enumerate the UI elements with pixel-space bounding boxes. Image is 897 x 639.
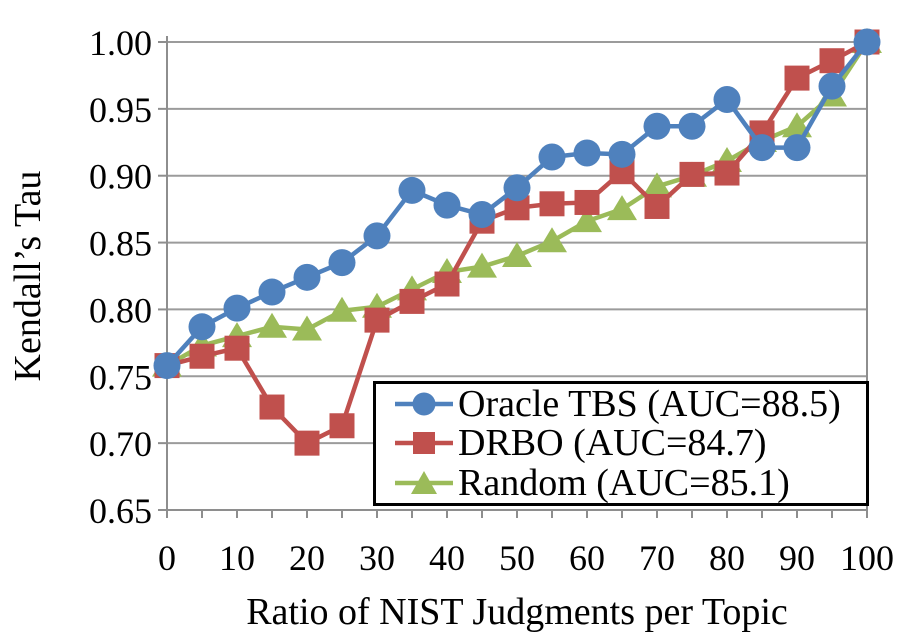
svg-text:0.85: 0.85 xyxy=(89,224,152,264)
data-point-marker xyxy=(328,249,356,277)
legend-item-drbo: DRBO (AUC=84.7) xyxy=(393,424,866,462)
data-point-marker xyxy=(329,413,355,439)
svg-text:90: 90 xyxy=(779,538,815,578)
data-point-marker xyxy=(188,313,216,341)
legend-label-random: Random (AUC=85.1) xyxy=(458,462,790,505)
data-point-marker xyxy=(608,140,636,168)
data-point-marker xyxy=(538,143,566,171)
data-point-marker xyxy=(468,200,496,228)
data-point-marker xyxy=(784,65,810,91)
data-point-marker xyxy=(573,139,601,167)
legend-marker-triangle-icon xyxy=(395,471,453,495)
svg-text:0.75: 0.75 xyxy=(89,357,152,397)
data-point-marker xyxy=(853,28,881,56)
series-oracle-tbs xyxy=(153,28,881,380)
data-point-marker xyxy=(257,312,287,338)
data-point-marker xyxy=(574,189,600,215)
legend-label-oracle-tbs: Oracle TBS (AUC=88.5) xyxy=(458,382,841,425)
data-point-marker xyxy=(398,176,426,204)
data-point-marker xyxy=(293,263,321,291)
data-point-marker xyxy=(363,222,391,250)
data-point-marker xyxy=(713,85,741,113)
svg-text:0: 0 xyxy=(158,538,176,578)
data-point-marker xyxy=(502,241,532,267)
svg-text:70: 70 xyxy=(639,538,675,578)
svg-text:0.65: 0.65 xyxy=(89,491,152,531)
svg-text:1.00: 1.00 xyxy=(89,23,152,63)
data-point-marker xyxy=(503,174,531,202)
data-point-marker xyxy=(644,193,670,219)
x-axis-title: Ratio of NIST Judgments per Topic xyxy=(246,591,788,633)
data-point-marker xyxy=(819,48,845,74)
data-point-marker xyxy=(467,252,497,278)
data-point-marker xyxy=(224,335,250,361)
data-point-marker xyxy=(259,394,285,420)
legend-item-oracle-tbs: Oracle TBS (AUC=88.5) xyxy=(393,385,866,423)
y-tick-labels: 0.65 0.70 0.75 0.80 0.85 0.90 0.95 1.00 xyxy=(89,23,152,531)
svg-text:30: 30 xyxy=(359,538,395,578)
data-point-marker xyxy=(714,160,740,186)
svg-text:0.70: 0.70 xyxy=(89,424,152,464)
x-tick-labels: 0 10 20 30 40 50 60 70 80 90 100 xyxy=(158,538,894,578)
data-point-marker xyxy=(153,352,181,380)
data-point-marker xyxy=(537,227,567,253)
data-point-marker xyxy=(748,134,776,162)
data-point-marker xyxy=(223,294,251,322)
data-point-marker xyxy=(643,112,671,140)
legend-item-random: Random (AUC=85.1) xyxy=(393,464,866,502)
data-point-marker xyxy=(678,112,706,140)
legend: Oracle TBS (AUC=88.5) DRBO (AUC=84.7) Ra… xyxy=(373,381,869,506)
legend-marker-circle-icon xyxy=(395,392,453,416)
data-point-marker xyxy=(679,161,705,187)
svg-text:0.90: 0.90 xyxy=(89,157,152,197)
svg-text:80: 80 xyxy=(709,538,745,578)
svg-text:50: 50 xyxy=(499,538,535,578)
data-point-marker xyxy=(364,307,390,333)
data-point-marker xyxy=(642,172,672,198)
data-point-marker xyxy=(258,278,286,306)
y-axis-title: Kendall’s Tau xyxy=(7,170,49,382)
data-point-marker xyxy=(294,430,320,456)
data-point-marker xyxy=(434,271,460,297)
data-point-marker xyxy=(189,343,215,369)
legend-marker-square-icon xyxy=(395,432,453,455)
svg-text:100: 100 xyxy=(840,538,894,578)
data-point-marker xyxy=(607,195,637,221)
svg-text:60: 60 xyxy=(569,538,605,578)
svg-text:10: 10 xyxy=(219,538,255,578)
data-point-marker xyxy=(327,296,357,322)
data-point-marker xyxy=(783,134,811,162)
data-point-marker xyxy=(539,191,565,217)
svg-text:0.80: 0.80 xyxy=(89,290,152,330)
legend-label-drbo: DRBO (AUC=84.7) xyxy=(458,422,767,465)
svg-text:0.95: 0.95 xyxy=(89,90,152,130)
data-point-marker xyxy=(292,315,322,341)
data-point-marker xyxy=(433,191,461,219)
data-point-marker xyxy=(399,288,425,314)
data-point-marker xyxy=(572,207,602,233)
data-point-marker xyxy=(818,72,846,100)
svg-text:20: 20 xyxy=(289,538,325,578)
svg-text:40: 40 xyxy=(429,538,465,578)
